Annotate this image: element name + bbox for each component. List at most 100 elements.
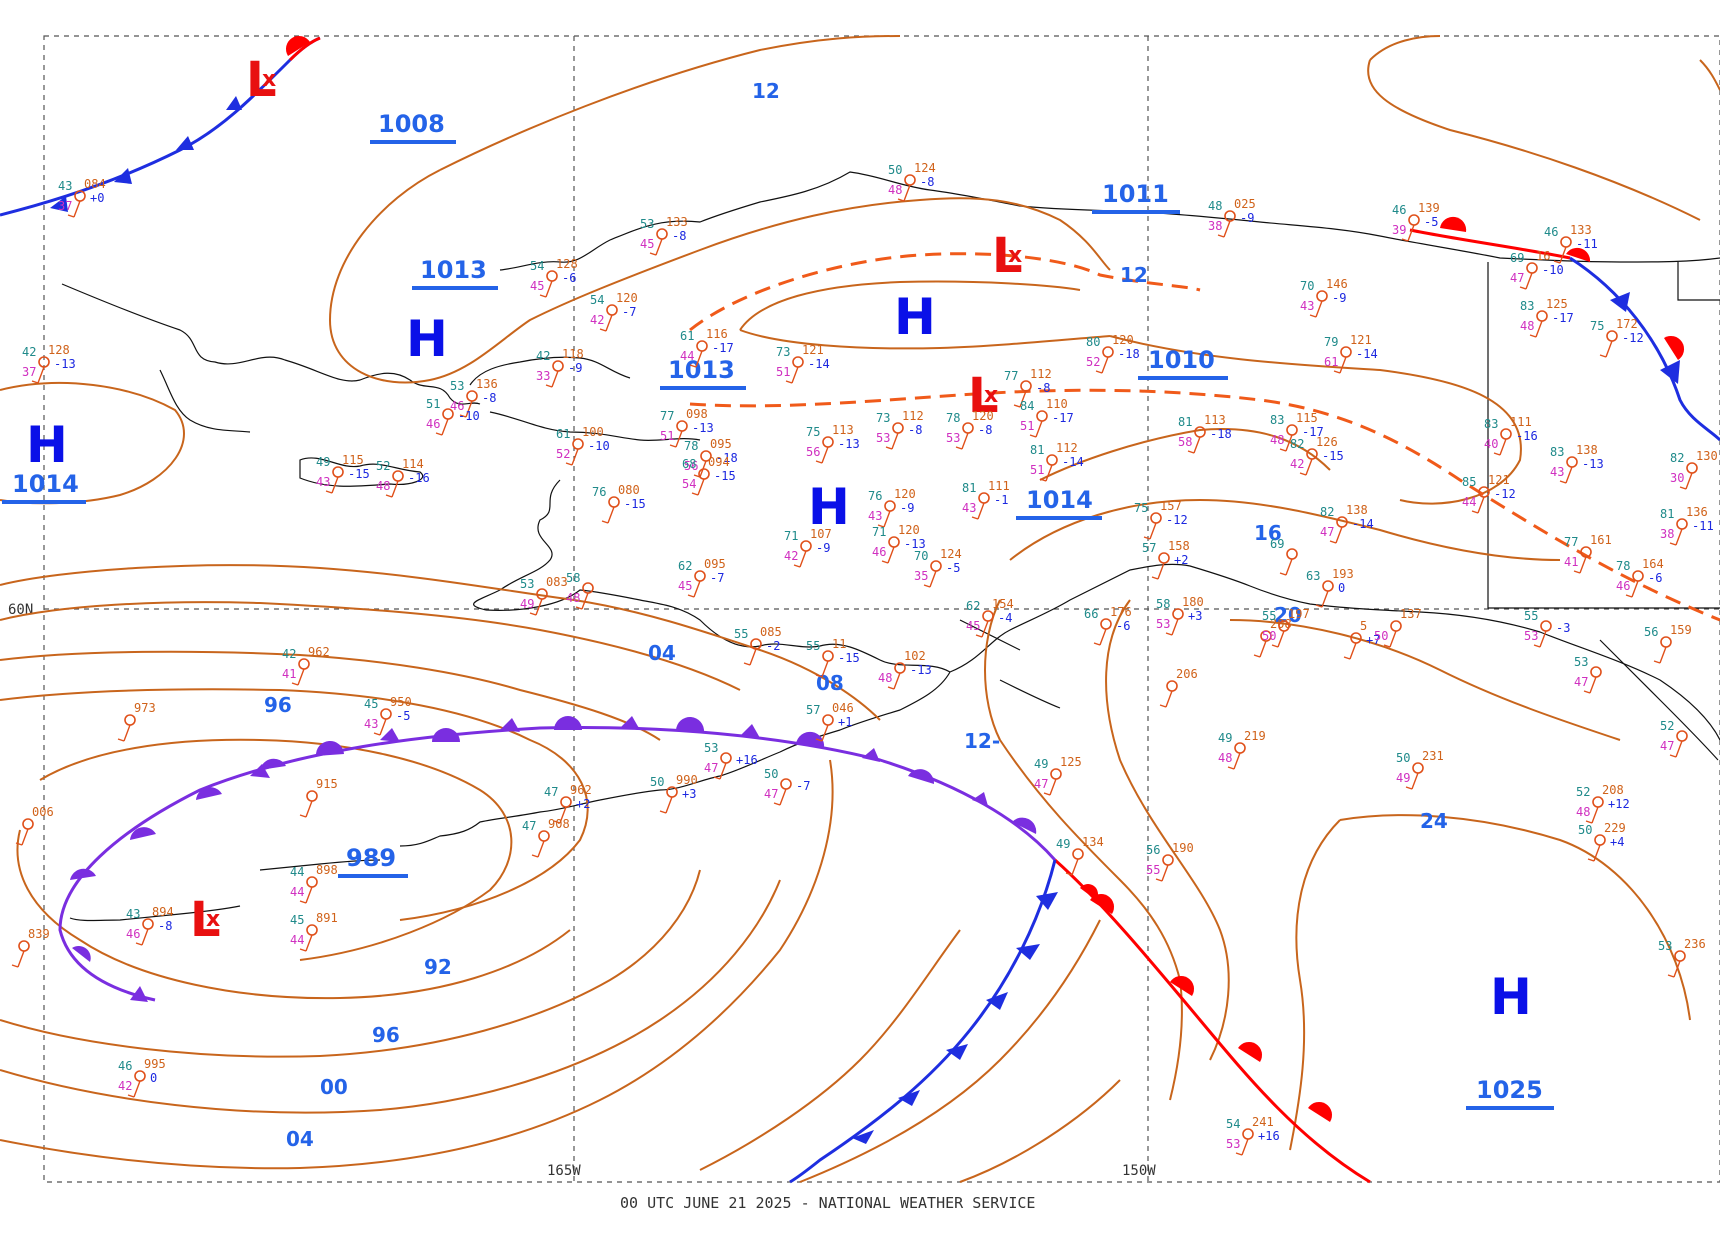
station-pressure-change: +12 [1608, 797, 1630, 811]
svg-text:1013: 1013 [420, 256, 487, 284]
station-pressure-change: -8 [158, 919, 172, 933]
station-pressure-change: -15 [348, 467, 370, 481]
isobar-label: 24 [1420, 809, 1448, 833]
station-dewpoint: 50 [1262, 629, 1276, 643]
station-circle [1158, 552, 1170, 564]
station-pressure: 208 [1270, 617, 1292, 631]
station-temperature: 57 [806, 703, 820, 717]
station-dewpoint: 46 [872, 545, 886, 559]
station-pressure-change: -10 [458, 409, 480, 423]
station-pressure-change: -8 [672, 229, 686, 243]
station-temperature: 53 [520, 577, 534, 591]
station-temperature: 61 [556, 427, 570, 441]
station-dewpoint: 47 [1034, 777, 1048, 791]
station-pressure-change: +3 [682, 787, 696, 801]
station-plot: 53 133 45 -8 [640, 215, 688, 256]
station-circle [1322, 580, 1334, 592]
station-temperature: 78 [684, 439, 698, 453]
station-temperature: 70 [1300, 279, 1314, 293]
station-dewpoint: 61 [1324, 355, 1338, 369]
station-circle [656, 228, 668, 240]
wind-barb [385, 480, 399, 498]
station-temperature: 55 [1262, 609, 1276, 623]
wind-barb [1559, 466, 1573, 484]
wind-barb [1587, 844, 1601, 862]
wind-barb [923, 570, 937, 588]
station-circle [800, 540, 812, 552]
station-pressure-change: -17 [1302, 425, 1324, 439]
station-circle [978, 492, 990, 504]
station-temperature: 53 [450, 379, 464, 393]
station-circle [1234, 742, 1246, 754]
wind-barb [291, 668, 305, 686]
station-circle [538, 830, 550, 842]
station-dewpoint: 52 [556, 447, 570, 461]
station-circle [1674, 950, 1686, 962]
map-footer: 00 UTC JUNE 21 2025 - NATIONAL WEATHER S… [620, 1194, 1035, 1212]
svg-text:1025: 1025 [1476, 1076, 1543, 1104]
svg-text:H: H [808, 478, 850, 536]
station-pressure-change: -12 [1166, 513, 1188, 527]
station-dewpoint: 30 [1670, 471, 1684, 485]
station-plot: 84 110 51 -17 [1020, 397, 1074, 438]
station-temperature: 43 [58, 179, 72, 193]
station-circle [1194, 426, 1206, 438]
station-temperature: 77 [660, 409, 674, 423]
wind-barb [1309, 300, 1323, 318]
station-plot: 42 962 41 [282, 645, 330, 686]
station-pressure-change: -9 [816, 541, 830, 555]
station-dewpoint: 52 [1086, 355, 1100, 369]
isobar-label: 04 [648, 641, 676, 665]
station-temperature: 46 [1392, 203, 1406, 217]
station-plot: 68 094 54 -15 [682, 455, 736, 496]
station-temperature: 49 [316, 455, 330, 469]
station-plot: 78 120 53 -8 [946, 409, 994, 450]
station-circle [888, 536, 900, 548]
wind-barb [975, 620, 989, 638]
station-plot: 82 130 30 [1670, 449, 1718, 490]
station-pressure: 133 [1570, 223, 1592, 237]
station-temperature: 75 [806, 425, 820, 439]
svg-text:L: L [992, 228, 1023, 284]
station-temperature: 68 [682, 457, 696, 471]
wind-barb [1095, 356, 1109, 374]
wind-barb [575, 592, 589, 610]
wind-barb [1315, 590, 1329, 608]
wind-barb [529, 598, 543, 616]
station-pressure: 908 [548, 817, 570, 831]
station-temperature: 42 [282, 647, 296, 661]
station-temperature: 49 [1034, 757, 1048, 771]
wind-barb [1343, 642, 1357, 660]
station-pressure: 115 [1296, 411, 1318, 425]
wind-barb [1669, 740, 1683, 758]
station-temperature: 75 [1134, 501, 1148, 515]
station-plot: 49 115 43 -15 [316, 453, 370, 494]
wind-barb [1279, 558, 1293, 576]
station-pressure: 120 [898, 523, 920, 537]
station-pressure: 115 [342, 453, 364, 467]
station-temperature: 77 [1564, 535, 1578, 549]
station-dewpoint: 48 [1270, 433, 1284, 447]
station-plot: 208 [1253, 617, 1292, 658]
station-temperature: 82 [1290, 437, 1304, 451]
wind-barb [897, 184, 911, 202]
station-dewpoint: 53 [876, 431, 890, 445]
station-circle [1606, 330, 1618, 342]
wind-barb [1039, 464, 1053, 482]
station-pressure: 111 [1510, 415, 1532, 429]
station-pressure-change: -13 [1582, 457, 1604, 471]
station-plot: 81 113 58 -18 [1178, 413, 1232, 454]
station-plot: 76 080-15 [592, 483, 646, 524]
wind-barb [545, 370, 559, 388]
station-pressure-change: -13 [910, 663, 932, 677]
svg-text:x: x [262, 67, 276, 92]
station-dewpoint: 45 [966, 619, 980, 633]
wind-barb [1329, 526, 1343, 544]
station-circle [442, 408, 454, 420]
high-center-north: H [894, 288, 936, 346]
station-dewpoint: 53 [1156, 617, 1170, 631]
wind-barb [1279, 434, 1293, 452]
station-pressure-change: -11 [1576, 237, 1598, 251]
station-pressure: 995 [144, 1057, 166, 1071]
